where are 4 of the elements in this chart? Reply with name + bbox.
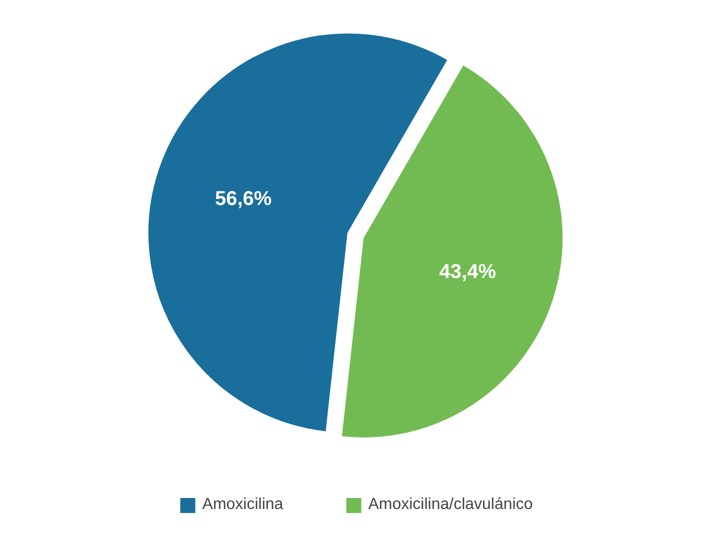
data-label: 43,4% bbox=[439, 261, 496, 284]
legend-label: Amoxicilina/clavulánico bbox=[368, 496, 533, 514]
data-label: 56,6% bbox=[214, 188, 272, 210]
legend-label: Amoxicilina bbox=[202, 496, 284, 514]
